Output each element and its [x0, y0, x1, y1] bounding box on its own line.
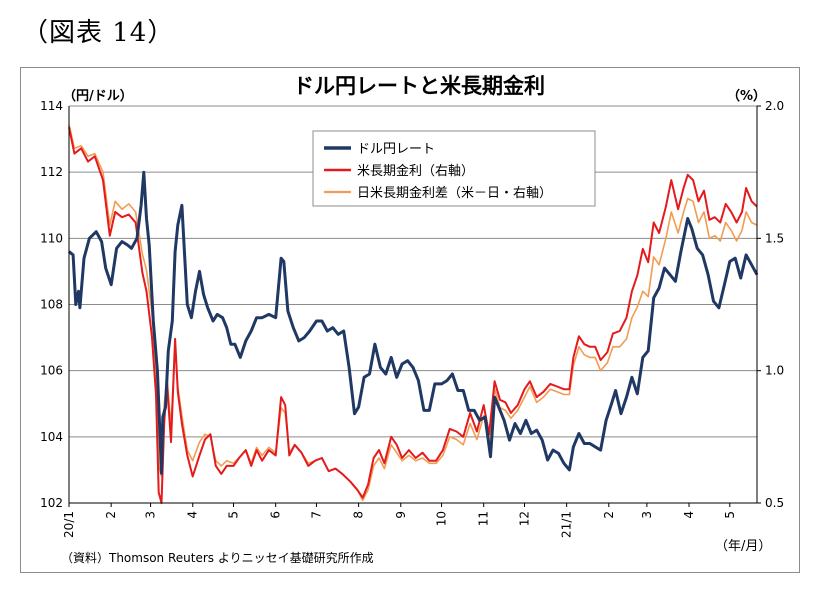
source-note: （資料）Thomson Reuters よりニッセイ基礎研究所作成 — [61, 550, 374, 565]
left-tick-label: 114 — [40, 99, 63, 113]
left-axis-unit: （円/ドル） — [63, 88, 133, 104]
legend-label: 米長期金利（右軸） — [357, 163, 474, 179]
right-tick-label: 1.5 — [765, 231, 784, 245]
left-axis-ticks: 102 104 106 108 110 112 114 — [40, 99, 63, 510]
x-tick-label: 6 — [269, 511, 283, 519]
x-tick-label: 2 — [602, 511, 616, 519]
series-line — [68, 126, 758, 504]
right-tick-label: 0.5 — [765, 496, 784, 510]
series-line — [68, 170, 759, 475]
x-tick-label: 4 — [186, 511, 200, 519]
x-tick-label: 20/1 — [62, 511, 76, 538]
legend-box — [312, 130, 596, 207]
x-tick-label: 5 — [723, 511, 737, 519]
x-tick-label: 8 — [352, 511, 366, 519]
x-tick-label: 5 — [227, 511, 241, 519]
left-tick-label: 106 — [40, 364, 63, 378]
chart-frame: ドル円レートと米長期金利 （円/ドル） （%） 102 104 106 108 110 1… — [20, 67, 800, 573]
right-axis-ticks: 0.5 1.0 1.5 2.0 — [757, 99, 784, 510]
x-tick-label: 9 — [394, 511, 408, 519]
right-tick-label: 2.0 — [765, 99, 784, 113]
right-axis-unit: （%） — [727, 88, 766, 104]
legend-label: 日米長期金利差（米－日・右軸） — [357, 185, 552, 201]
left-tick-label: 112 — [40, 165, 63, 179]
x-tick-label: 2 — [104, 511, 118, 519]
left-tick-label: 104 — [40, 430, 63, 444]
right-tick-label: 1.0 — [765, 364, 784, 378]
legend-label: ドル円レート — [357, 142, 435, 157]
x-tick-label: 3 — [640, 511, 654, 519]
series-lines — [68, 124, 759, 504]
x-tick-label: 11 — [477, 511, 491, 526]
left-tick-label: 110 — [40, 231, 63, 245]
line-chart: ドル円レートと米長期金利 （円/ドル） （%） 1021041061081101… — [40, 74, 784, 565]
left-tick-label: 102 — [40, 496, 63, 510]
x-axis-ticks: 20/1 2 3 4 5 6 7 8 9 10 11 12 21/1 2 3 4 5 — [62, 503, 737, 538]
x-tick-label: 4 — [682, 511, 696, 519]
x-axis-unit: （年/月） — [715, 539, 771, 554]
x-tick-label: 10 — [435, 511, 449, 526]
chart-title: ドル円レートと米長期金利 — [293, 74, 545, 98]
x-tick-label: 7 — [309, 511, 323, 519]
x-tick-label: 3 — [144, 511, 158, 519]
x-tick-label: 12 — [517, 511, 531, 526]
x-tick-label: 21/1 — [560, 511, 574, 538]
left-tick-label: 108 — [40, 298, 63, 312]
figure-label: （図表 14） — [22, 18, 175, 48]
